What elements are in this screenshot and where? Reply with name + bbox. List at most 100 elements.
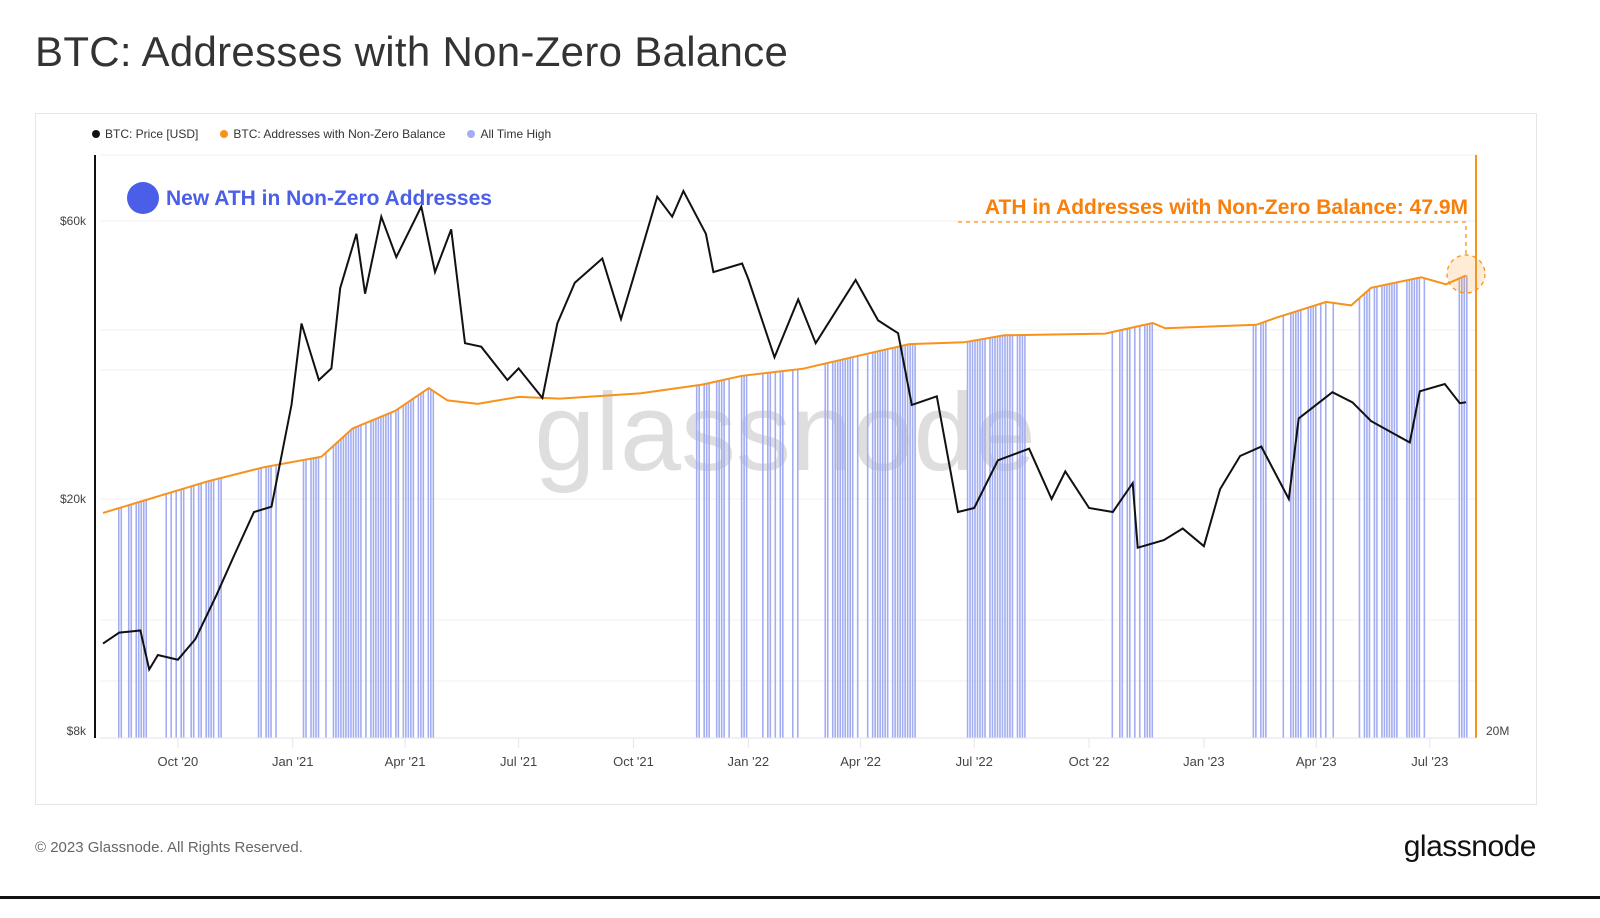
x-tick-label: Jul '23 [1411,754,1448,769]
ath-bar [1299,310,1302,738]
ath-bar [220,478,222,738]
new-ath-marker-icon [127,182,159,214]
ath-bar [317,457,320,738]
ath-bar [1260,323,1262,738]
legend-item-price[interactable]: BTC: Price [USD] [92,127,198,141]
ath-bar [1024,334,1026,738]
ath-bar [1466,275,1468,738]
ath-bar [740,376,743,738]
ath-bar [728,378,730,738]
ath-bar [1396,282,1398,738]
ath-bar [1019,335,1021,738]
ath-bar [395,410,397,738]
ath-bar [994,337,996,738]
ath-bar [695,385,698,738]
ath-bar [1151,323,1154,738]
ath-bar [265,466,267,738]
ath-bar [1332,302,1335,738]
ath-bar [1458,278,1461,738]
ath-bar [979,339,981,738]
ath-bar [387,414,390,738]
ath-bar [1016,335,1019,738]
x-tick-label: Oct '22 [1069,754,1110,769]
ath-bar [212,480,215,738]
ath-bar [826,363,829,738]
ath-bar [1006,335,1009,738]
ath-bar [1111,332,1114,738]
ath-bar [999,336,1001,738]
ath-bar [315,457,317,738]
legend-item-addresses[interactable]: BTC: Addresses with Non-Zero Balance [220,127,445,141]
x-tick-label: Apr '22 [840,754,881,769]
ath-bar [774,372,777,738]
ath-bar [1138,326,1141,738]
ath-bar [839,360,842,738]
ath-bar [385,415,387,738]
addresses-series-line [102,274,1467,514]
ath-bar [1363,294,1366,738]
x-tick-label: Jan '21 [272,754,314,769]
ath-bar [904,345,906,738]
ath-bar [856,356,859,738]
ath-bar [874,352,876,738]
ath-bar [342,437,345,738]
ath-bar [745,375,748,738]
ath-bar [267,466,270,738]
ath-bar [1121,329,1124,738]
ath-bar [130,504,133,738]
x-tick-label: Jul '22 [956,754,993,769]
ath-bar [1408,279,1411,738]
y-tick-label: $20k [60,492,87,506]
ath-bar [370,421,372,738]
watermark: glassnode [534,371,1036,494]
ath-bar [1383,285,1386,738]
ath-bar [779,371,782,738]
ath-bar [170,492,173,738]
y-tick-label: $8k [67,724,87,738]
ath-bar [145,500,148,738]
ath-bar [175,491,177,738]
ath-bar [352,428,355,738]
x-tick-label: Jul '21 [500,754,537,769]
ath-bar [720,380,723,738]
page-title: BTC: Addresses with Non-Zero Balance [35,28,789,75]
ath-bar [180,489,182,738]
x-tick-label: Apr '23 [1296,754,1337,769]
ath-bar [886,349,889,738]
ath-bar [1295,311,1297,738]
ath-bar [337,442,340,738]
ath-bar [708,383,710,738]
ath-bar [974,340,976,738]
ath-bar [698,385,700,738]
legend-label: BTC: Addresses with Non-Zero Balance [233,127,446,141]
ath-bar [1381,285,1383,738]
ath-bar [1252,324,1255,738]
ath-bar [380,417,382,738]
ath-bar [1004,335,1006,738]
ath-bar [1128,328,1131,738]
ath-value-annotation: ATH in Addresses with Non-Zero Balance: … [985,196,1468,219]
ath-bar [117,508,120,738]
ath-bar [375,419,377,738]
ath-bar [312,458,315,738]
ath-bar [1290,313,1292,738]
ath-bar [914,343,916,738]
ath-bar [866,353,869,738]
ath-bar [1148,323,1151,738]
ath-bar [355,427,357,738]
ath-bar [996,336,999,738]
ath-bar [796,369,799,738]
ath-bar [991,337,994,738]
ath-bar [182,488,185,738]
ath-bar [432,390,435,738]
ath-bar [1297,310,1300,738]
ath-bar [325,453,327,738]
ath-leader-line [958,221,1467,255]
ath-bar [1255,324,1257,738]
x-tick-label: Jan '23 [1183,754,1225,769]
ath-bar [1009,335,1011,738]
ath-bar [1463,276,1466,738]
legend-item-ath[interactable]: All Time High [467,127,551,141]
ath-bar [1314,305,1317,738]
ath-bar [762,373,764,738]
